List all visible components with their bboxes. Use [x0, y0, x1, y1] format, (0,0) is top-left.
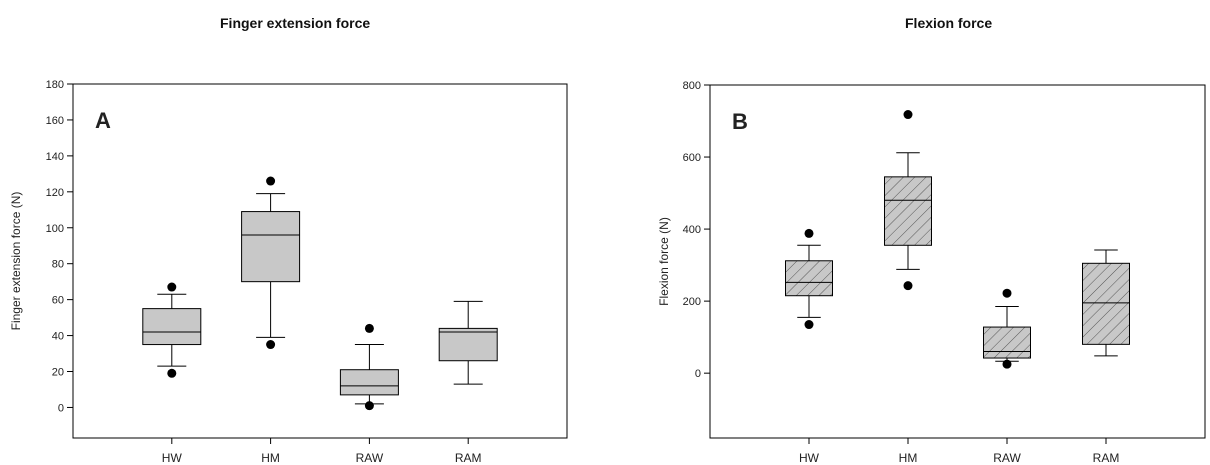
chart-title: Finger extension force [220, 15, 371, 31]
box-hm [241, 176, 301, 350]
chart-panel-b: Flexion force 0 200 400 600 800 Flexion force… [605, 0, 1210, 465]
y-tick-label: 120 [46, 187, 64, 199]
x-tick-label: RAW [356, 451, 384, 465]
x-tick-label: HM [899, 451, 918, 465]
y-tick-label: 20 [52, 367, 64, 379]
outlier-point [266, 340, 276, 350]
y-tick-label: 40 [52, 331, 64, 343]
box-iqr [884, 176, 932, 246]
box-raw [339, 323, 399, 411]
box-iqr [438, 327, 498, 362]
box-iqr [339, 369, 399, 396]
x-tick-label: HM [261, 451, 280, 465]
chart-title: Flexion force [905, 15, 993, 31]
outlier-point [1002, 288, 1012, 298]
y-tick-label: 600 [683, 152, 701, 164]
plot-frame [72, 83, 568, 439]
outlier-point [804, 228, 814, 238]
x-tick-label: HW [162, 451, 183, 465]
plot-frame [709, 84, 1206, 439]
outlier-point [804, 320, 814, 330]
y-tick-label: 400 [683, 224, 701, 236]
box-ram [438, 300, 498, 385]
box-hw [142, 282, 202, 378]
y-tick-label: 100 [46, 223, 64, 235]
y-tick-label: 800 [683, 80, 701, 92]
panel-label: B [732, 109, 748, 134]
chart-panel-a: Finger extension force 0 20 40 60 80 100 120 14… [9, 15, 568, 465]
box-iqr [1082, 262, 1130, 345]
x-tick-label: RAM [455, 451, 482, 465]
outlier-point [364, 401, 374, 411]
y-tick-label: 0 [695, 368, 701, 380]
y-axis-label: Finger extension force (N) [9, 192, 23, 331]
box-iqr [983, 326, 1031, 359]
x-tick-label: RAM [1093, 451, 1120, 465]
outlier-point [903, 110, 913, 120]
box-hw [785, 228, 833, 330]
y-tick-label: 180 [46, 79, 64, 91]
chart-b-svg: 0 200 400 600 800 Flexion force (N) B HW HM RAW RA… [657, 80, 1206, 465]
outlier-point [167, 368, 177, 378]
box-raw [983, 288, 1031, 369]
y-tick-label: 160 [46, 115, 64, 127]
panel-label: A [95, 108, 111, 133]
box-iqr [785, 260, 833, 297]
chart-a-svg: 0 20 40 60 80 100 120 140 160 180 Finger extension… [9, 79, 568, 465]
outlier-point [167, 282, 177, 292]
outlier-point [364, 323, 374, 333]
outlier-point [1002, 359, 1012, 369]
x-tick-label: HW [799, 451, 820, 465]
y-axis-label: Flexion force (N) [657, 217, 671, 306]
outlier-point [903, 281, 913, 291]
y-tick-label: 60 [52, 295, 64, 307]
box-iqr [142, 308, 202, 346]
x-tick-label: RAW [993, 451, 1021, 465]
box-iqr [241, 211, 301, 283]
y-tick-label: 80 [52, 259, 64, 271]
box-ram [1082, 249, 1130, 357]
outlier-point [266, 176, 276, 186]
y-tick-label: 200 [683, 296, 701, 308]
y-tick-label: 0 [58, 402, 64, 414]
box-hm [884, 110, 932, 291]
y-tick-label: 140 [46, 151, 64, 163]
